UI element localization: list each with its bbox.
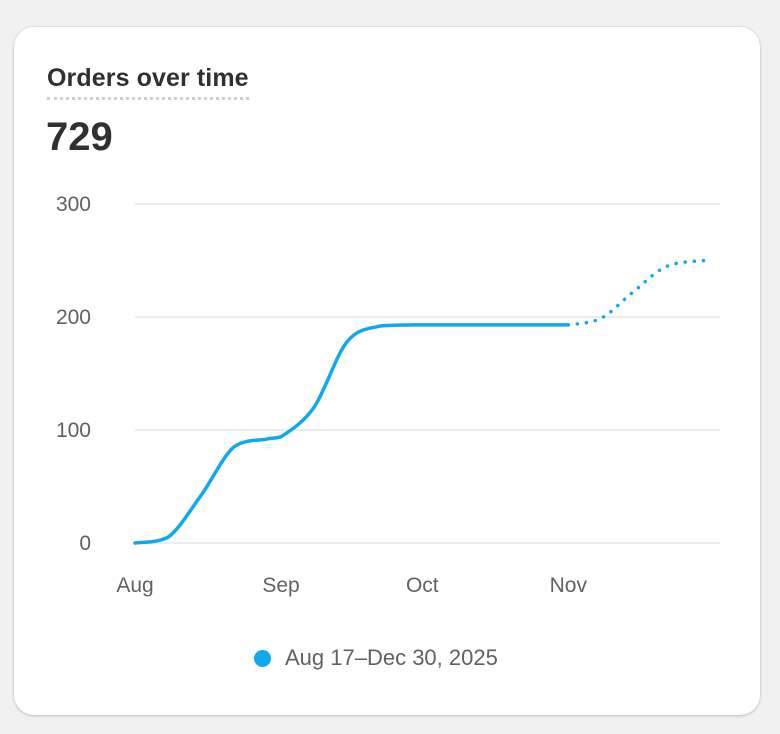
x-tick-label: Oct [406, 574, 439, 597]
x-tick-label: Aug [116, 574, 153, 597]
orders-card: Orders over time 729 0 100 200 300 Aug Sep Oct… [14, 27, 760, 715]
y-tick-label: 300 [56, 193, 91, 216]
legend-label: Aug 17–Dec 30, 2025 [285, 645, 498, 670]
card-title[interactable]: Orders over time [47, 64, 249, 100]
x-tick-label: Nov [550, 574, 588, 597]
legend-swatch [254, 649, 271, 667]
orders-total: 729 [46, 115, 113, 159]
y-tick-label: 200 [56, 306, 91, 329]
series-line-projected[interactable] [566, 258, 707, 327]
orders-line-chart: 0 100 200 300 Aug Sep Oct Nov [56, 193, 720, 597]
chart-legend: Aug 17–Dec 30, 2025 [254, 645, 498, 671]
y-tick-label: 100 [56, 419, 91, 442]
y-tick-label: 0 [79, 532, 91, 555]
series-line[interactable] [133, 323, 571, 545]
x-tick-label: Sep [262, 574, 299, 597]
